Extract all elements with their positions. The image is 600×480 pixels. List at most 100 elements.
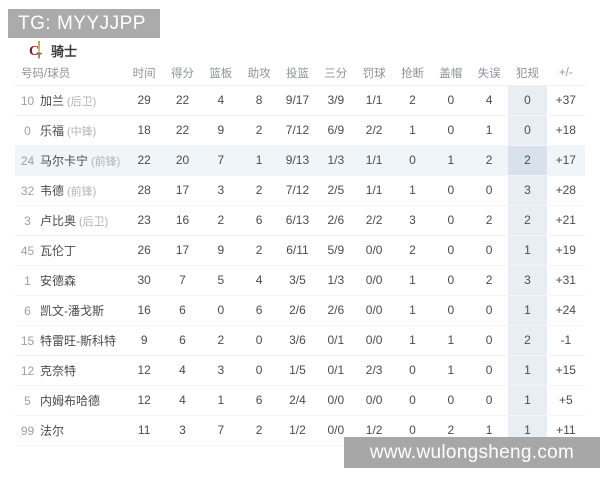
stat-cell: 20 [163,145,202,176]
stat-cell: 18 [125,115,164,146]
stat-cell: 0 [469,235,509,266]
stat-cell: 4 [163,385,202,416]
player-cell: 45 瓦伦丁 [15,235,125,266]
player-row[interactable]: 12 克奈特 12 4 3 0 1/5 0/1 2/3 0 1 0 1 +15 [15,355,585,386]
stat-cell: -1 [546,325,585,356]
jersey-number: 99 [20,423,35,438]
stat-cell: +31 [546,265,585,296]
stat-cell: 0/0 [354,325,394,356]
player-cell: 6 凯文-潘戈斯 [15,295,125,326]
player-cell: 0 乐福 (中锋) [15,115,125,146]
player-row[interactable]: 1 安德森 30 7 5 4 3/5 1/3 0/0 1 0 2 3 +31 [15,265,585,296]
stat-cell: 6/9 [316,115,355,146]
stat-cell: 0 [393,145,432,176]
player-name: 卢比奥 [40,213,77,228]
stat-cell: 0 [431,265,470,296]
player-cell: 10 加兰 (后卫) [15,85,125,116]
stat-cell: 7/12 [278,175,317,206]
column-header-4: 助攻 [239,62,279,86]
jersey-number: 3 [24,213,31,228]
stat-cell: 2 [508,205,547,236]
stat-cell: 0 [431,115,470,146]
stat-cell: 1 [393,265,432,296]
stat-cell: 30 [125,265,164,296]
player-position: (前锋) [67,185,97,198]
stat-cell: 0/1 [316,325,355,356]
column-header-7: 罚球 [354,62,394,86]
player-name: 韦德 [40,183,65,198]
player-row[interactable]: 0 乐福 (中锋) 18 22 9 2 7/12 6/9 2/2 1 0 1 0 +18 [15,115,585,146]
watermark-text: www.wulongsheng.com [369,441,575,463]
stat-cell: +28 [546,175,585,206]
stat-cell: 2/6 [316,205,355,236]
stat-cell: 1 [508,235,547,266]
player-name: 加兰 [40,93,65,108]
stat-cell: 1 [393,295,432,326]
stat-cell: 0 [469,325,509,356]
player-row[interactable]: 10 加兰 (后卫) 29 22 4 8 9/17 3/9 1/1 2 0 4 0 +37 [15,85,585,116]
stat-cell: 3 [201,355,240,386]
stat-cell: 22 [125,145,164,176]
stat-cell: 17 [163,235,202,266]
player-row[interactable]: 15 特雷旺-斯科特 9 6 2 0 3/6 0/1 0/0 1 1 0 2 -1 [15,325,585,356]
player-row[interactable]: 24 马尔卡宁 (前锋) 22 20 7 1 9/13 1/3 1/1 0 1 2 2 +17 [15,145,585,176]
stat-cell: 22 [163,85,202,116]
stat-cell: 0 [469,355,509,386]
column-header-10: 失误 [469,62,509,86]
jersey-number: 0 [24,123,31,138]
column-header-12: +/- [546,62,585,86]
stat-cell: 5/9 [316,235,355,266]
player-cell: 32 韦德 (前锋) [15,175,125,206]
player-row[interactable]: 45 瓦伦丁 26 17 9 2 6/11 5/9 0/0 2 0 0 1 +19 [15,235,585,266]
stat-cell: 0/0 [354,295,394,326]
player-cell: 5 内姆布哈德 [15,385,125,416]
player-name: 凯文-潘戈斯 [40,303,104,318]
player-row[interactable]: 32 韦德 (前锋) 28 17 3 2 7/12 2/5 1/1 1 0 0 3 +28 [15,175,585,206]
stat-cell: 29 [125,85,164,116]
team-name: 骑士 [51,43,78,59]
stat-cell: 9 [201,115,240,146]
stat-cell: 0 [431,385,470,416]
stat-cell: 2 [393,85,432,116]
column-header-8: 抢断 [393,62,432,86]
stat-cell: 2/2 [354,115,394,146]
stat-cell: 1 [508,385,547,416]
jersey-number: 6 [24,303,31,318]
stat-cell: 0 [431,85,470,116]
column-header-1: 时间 [125,62,164,86]
stat-cell: 26 [125,235,164,266]
stat-cell: 2/6 [278,295,317,326]
player-cell: 1 安德森 [15,265,125,296]
stat-cell: 7 [163,265,202,296]
player-stats-table: 号码/球员 时间 得分 篮板 助攻 投篮 三分 罚球 抢断 盖帽 失误 犯规 +/- 10 加兰 (后卫) 2… [15,62,585,446]
stat-cell: 9 [125,325,164,356]
player-position: (后卫) [79,215,109,228]
stat-cell: 1/1 [354,175,394,206]
stat-cell: 3 [393,205,432,236]
player-name: 克奈特 [40,363,77,378]
watermark-bar: www.wulongsheng.com [344,437,600,468]
stat-cell: 22 [163,115,202,146]
jersey-number: 24 [20,153,35,168]
stat-cell: 1/5 [278,355,317,386]
player-cell: 12 克奈特 [15,355,125,386]
column-header-5: 投篮 [278,62,317,86]
player-row[interactable]: 3 卢比奥 (后卫) 23 16 2 6 6/13 2/6 2/2 3 0 2 2 +21 [15,205,585,236]
stat-cell: 5 [201,265,240,296]
player-name: 内姆布哈德 [40,393,101,408]
stat-cell: 2 [393,235,432,266]
player-row[interactable]: 6 凯文-潘戈斯 16 6 0 6 2/6 2/6 0/0 1 0 0 1 +24 [15,295,585,326]
stat-cell: +19 [546,235,585,266]
player-position: (前锋) [91,155,121,168]
player-row[interactable]: 5 内姆布哈德 12 4 1 6 2/4 0/0 0/0 0 0 0 1 +5 [15,385,585,416]
player-name: 马尔卡宁 [40,153,89,168]
stat-cell: 1/2 [278,415,317,446]
stat-cell: 1 [431,355,470,386]
column-header-9: 盖帽 [431,62,470,86]
column-header-3: 篮板 [201,62,240,86]
stat-cell: 3 [508,175,547,206]
stat-cell: 28 [125,175,164,206]
stat-cell: 4 [469,85,509,116]
player-name: 法尔 [40,423,65,438]
